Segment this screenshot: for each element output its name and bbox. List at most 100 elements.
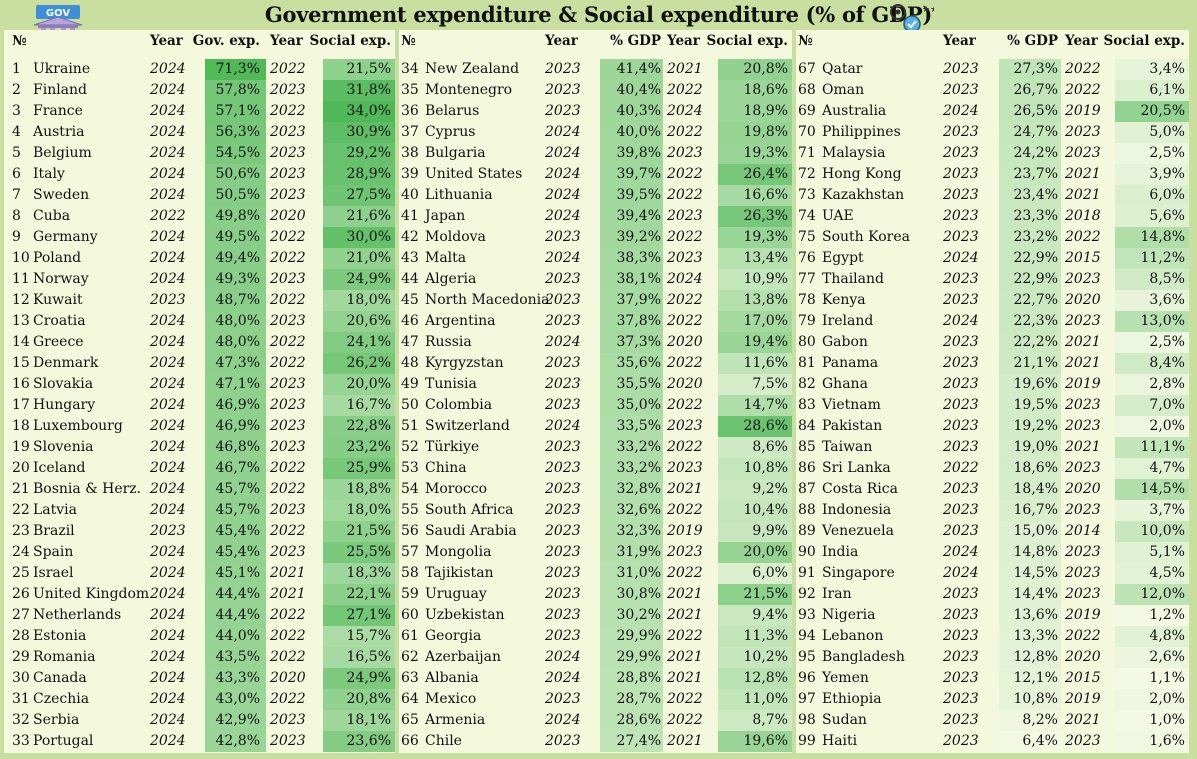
rank-cell: 27 bbox=[12, 607, 30, 623]
social-exp-value: 30,9% bbox=[346, 124, 391, 140]
country-name: Luxembourg bbox=[33, 418, 123, 434]
social-exp-heat-cell bbox=[323, 248, 395, 269]
year-cell: 2023 bbox=[545, 523, 581, 539]
social-exp-value: 6,0% bbox=[1149, 187, 1185, 203]
country-name: United States bbox=[425, 166, 523, 182]
table-row: 65 Armenia 2024 28,6% 2022 8,7% bbox=[399, 710, 792, 731]
social-exp-heat-cell bbox=[323, 710, 395, 731]
social-year-cell: 2021 bbox=[270, 565, 306, 581]
social-exp-heat-cell bbox=[1115, 311, 1189, 332]
social-exp-value: 2,0% bbox=[1149, 418, 1185, 434]
country-name: Cyprus bbox=[425, 124, 476, 140]
social-exp-value: 6,1% bbox=[1149, 82, 1185, 98]
gov-exp-value: 39,4% bbox=[616, 208, 661, 224]
year-cell: 2024 bbox=[150, 607, 186, 623]
rank-cell: 78 bbox=[798, 292, 816, 308]
gov-exp-value: 14,8% bbox=[1013, 544, 1058, 560]
gov-exp-heat-cell bbox=[205, 80, 266, 101]
gov-exp-heat-cell bbox=[999, 521, 1061, 542]
table-row: 30 Canada 2024 43,3% 2020 24,9% bbox=[4, 668, 395, 689]
gov-exp-heat-cell bbox=[205, 374, 266, 395]
rank-cell: 74 bbox=[798, 208, 816, 224]
gov-exp-heat-cell bbox=[999, 59, 1061, 80]
gov-exp-value: 45,7% bbox=[215, 481, 260, 497]
social-year-cell: 2015 bbox=[1065, 250, 1101, 266]
table-row: 87 Costa Rica 2023 18,4% 2020 14,5% bbox=[796, 479, 1189, 500]
social-exp-value: 3,9% bbox=[1149, 166, 1185, 182]
social-year-cell: 2023 bbox=[667, 418, 703, 434]
gov-exp-heat-cell bbox=[999, 647, 1061, 668]
social-exp-heat-cell bbox=[718, 605, 792, 626]
gov-exp-heat-cell bbox=[600, 290, 663, 311]
rank-cell: 50 bbox=[401, 397, 419, 413]
year-cell: 2023 bbox=[545, 481, 581, 497]
gov-exp-heat-cell bbox=[600, 101, 663, 122]
social-exp-heat-cell bbox=[1115, 248, 1189, 269]
year-cell: 2023 bbox=[943, 733, 979, 749]
social-exp-value: 5,0% bbox=[1149, 124, 1185, 140]
table-row: 54 Morocco 2023 32,8% 2021 9,2% bbox=[399, 479, 792, 500]
table-row: 15 Denmark 2024 47,3% 2022 26,2% bbox=[4, 353, 395, 374]
social-exp-value: 19,4% bbox=[743, 334, 788, 350]
social-exp-value: 14,7% bbox=[743, 397, 788, 413]
social-year-cell: 2023 bbox=[270, 271, 306, 287]
social-year-cell: 2021 bbox=[1065, 439, 1101, 455]
year-cell: 2024 bbox=[943, 544, 979, 560]
year-cell: 2024 bbox=[150, 334, 186, 350]
social-exp-heat-cell bbox=[323, 290, 395, 311]
social-year-cell: 2023 bbox=[270, 439, 306, 455]
year-cell: 2023 bbox=[943, 187, 979, 203]
country-name: Montenegro bbox=[425, 82, 513, 98]
year-cell: 2023 bbox=[545, 271, 581, 287]
country-name: Austria bbox=[33, 124, 85, 140]
gov-exp-heat-cell bbox=[600, 605, 663, 626]
social-year-cell: 2022 bbox=[270, 607, 306, 623]
social-exp-value: 18,8% bbox=[346, 481, 391, 497]
social-exp-value: 21,5% bbox=[346, 61, 391, 77]
table-row: 75 South Korea 2023 23,2% 2022 14,8% bbox=[796, 227, 1189, 248]
gov-exp-value: 50,6% bbox=[215, 166, 260, 182]
country-name: South Africa bbox=[425, 502, 514, 518]
year-cell: 2024 bbox=[150, 355, 186, 371]
social-year-cell: 2022 bbox=[1065, 229, 1101, 245]
year-cell: 2023 bbox=[943, 691, 979, 707]
social-exp-heat-cell bbox=[718, 353, 792, 374]
gov-exp-heat-cell bbox=[205, 290, 266, 311]
rank-cell: 34 bbox=[401, 61, 419, 77]
rank-cell: 7 bbox=[12, 187, 21, 203]
rank-cell: 69 bbox=[798, 103, 816, 119]
table-row: 70 Philippines 2023 24,7% 2023 5,0% bbox=[796, 122, 1189, 143]
gov-exp-value: 40,3% bbox=[616, 103, 661, 119]
social-year-cell: 2021 bbox=[270, 586, 306, 602]
gov-exp-value: 22,9% bbox=[1013, 250, 1058, 266]
year-cell: 2023 bbox=[943, 166, 979, 182]
social-year-cell: 2023 bbox=[1065, 544, 1101, 560]
social-exp-heat-cell bbox=[323, 584, 395, 605]
social-exp-value: 18,0% bbox=[346, 292, 391, 308]
social-year-cell: 2022 bbox=[270, 250, 306, 266]
rank-cell: 53 bbox=[401, 460, 419, 476]
social-exp-heat-cell bbox=[1115, 521, 1189, 542]
year-cell: 2024 bbox=[545, 166, 581, 182]
country-name: Algeria bbox=[425, 271, 477, 287]
header-value2: Social exp. bbox=[309, 33, 391, 49]
social-exp-value: 8,6% bbox=[752, 439, 788, 455]
country-name: Kuwait bbox=[33, 292, 83, 308]
social-year-cell: 2020 bbox=[270, 208, 306, 224]
country-name: Ghana bbox=[822, 376, 868, 392]
rank-cell: 22 bbox=[12, 502, 30, 518]
gov-exp-value: 45,1% bbox=[215, 565, 260, 581]
social-exp-heat-cell bbox=[1115, 605, 1189, 626]
year-cell: 2023 bbox=[545, 733, 581, 749]
year-cell: 2024 bbox=[150, 124, 186, 140]
social-exp-value: 19,3% bbox=[743, 229, 788, 245]
social-year-cell: 2022 bbox=[667, 166, 703, 182]
gov-exp-heat-cell bbox=[999, 122, 1061, 143]
country-name: Ethiopia bbox=[822, 691, 882, 707]
gov-exp-heat-cell bbox=[600, 206, 663, 227]
gov-exp-heat-cell bbox=[205, 227, 266, 248]
social-exp-value: 10,2% bbox=[743, 649, 788, 665]
year-cell: 2024 bbox=[150, 61, 186, 77]
social-exp-heat-cell bbox=[718, 206, 792, 227]
country-name: Croatia bbox=[33, 313, 86, 329]
